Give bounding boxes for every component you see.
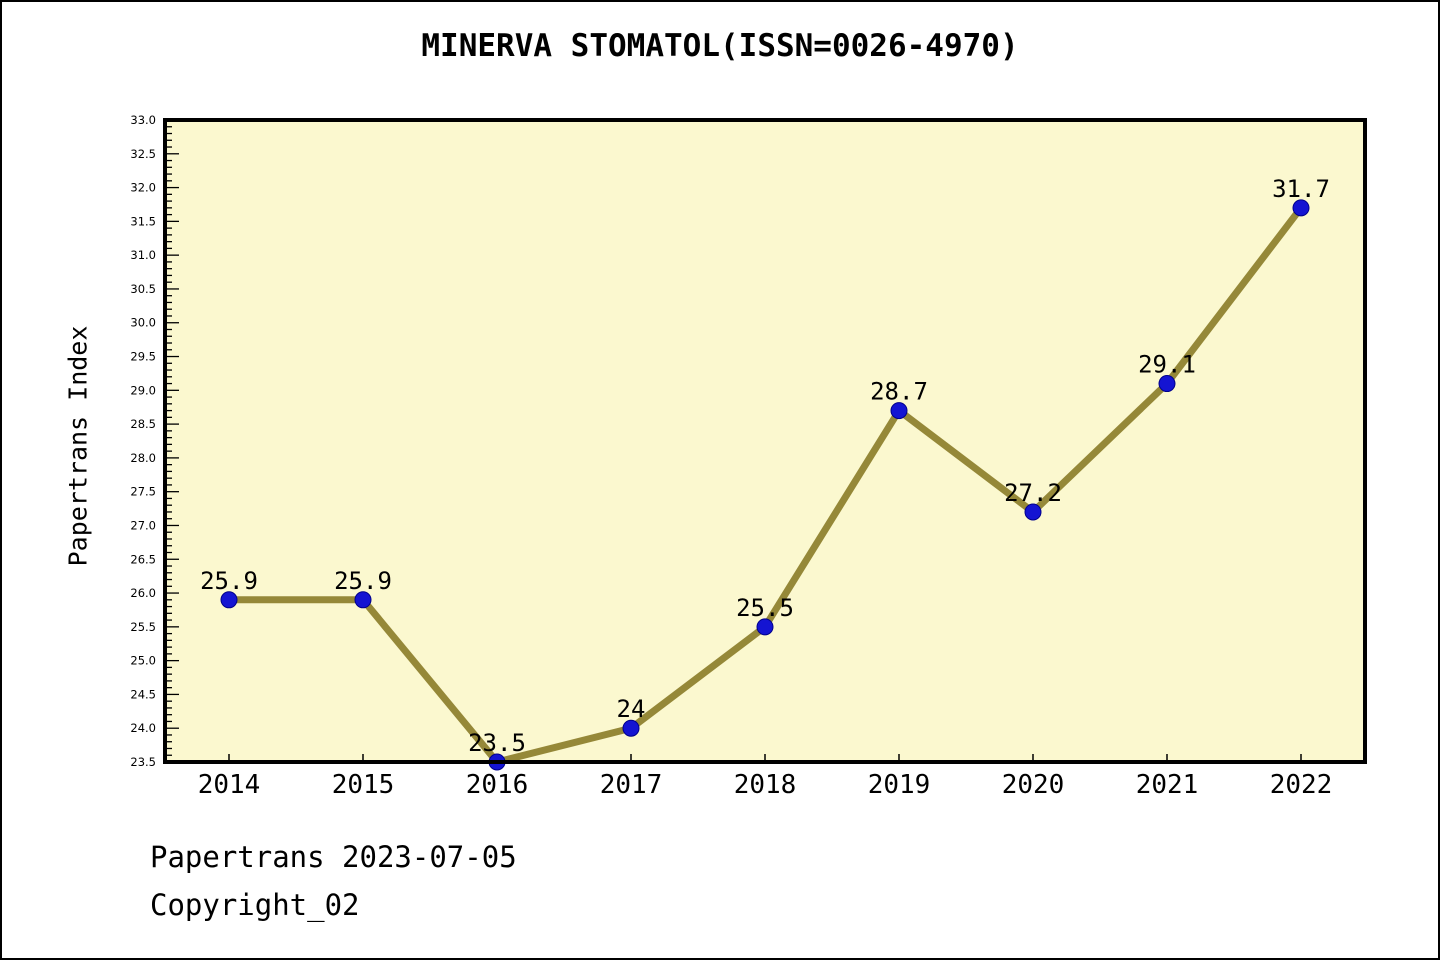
x-tick-label: 2020 [1002,770,1065,800]
data-point-label: 24 [617,695,646,723]
data-point [756,618,774,636]
y-tick-label: 27.0 [130,518,156,532]
data-point [220,591,238,609]
data-point [622,719,640,737]
y-tick-label: 30.5 [130,282,156,296]
y-tick-label: 28.5 [130,417,156,431]
y-tick-label: 30.0 [130,316,156,330]
x-tick-label: 2021 [1136,770,1199,800]
y-tick-label: 29.5 [130,350,156,364]
y-tick-label: 31.0 [130,248,156,262]
data-point-label: 25.5 [736,594,794,622]
footer-source-date: Papertrans 2023-07-05 [150,840,517,874]
data-point [1292,199,1310,217]
y-tick-label: 32.0 [130,181,156,195]
x-tick-label: 2018 [734,770,797,800]
y-tick-label: 24.0 [130,721,156,735]
x-tick-label: 2022 [1270,770,1333,800]
data-point-label: 25.9 [334,567,392,595]
plot-border [163,118,1367,764]
y-tick-label: 31.5 [130,214,156,228]
y-tick-label: 32.5 [130,147,156,161]
chart-title: MINERVA STOMATOL(ISSN=0026-4970) [421,28,1019,64]
footer-copyright: Copyright_02 [150,888,360,922]
data-point-label: 28.7 [870,378,928,406]
data-point-label: 29.1 [1138,351,1196,379]
y-tick-label: 25.0 [130,654,156,668]
data-point [1024,503,1042,521]
y-tick-label: 26.0 [130,586,156,600]
x-tick-label: 2017 [600,770,663,800]
y-tick-label: 28.0 [130,451,156,465]
y-tick-label: 24.5 [130,687,156,701]
x-tick-label: 2016 [466,770,529,800]
y-tick-label: 33.0 [130,113,156,127]
data-point [890,402,908,420]
data-point-label: 27.2 [1004,479,1062,507]
data-point-label: 23.5 [468,729,526,757]
x-tick-label: 2019 [868,770,931,800]
data-point [354,591,372,609]
y-tick-label: 29.0 [130,383,156,397]
y-tick-label: 27.5 [130,485,156,499]
y-tick-label: 26.5 [130,552,156,566]
x-tick-label: 2015 [332,770,395,800]
plot-background [165,120,1365,762]
data-point-label: 31.7 [1272,175,1330,203]
x-tick-label: 2014 [198,770,261,800]
data-point-label: 25.9 [200,567,258,595]
data-point [1158,375,1176,393]
y-tick-label: 25.5 [130,620,156,634]
y-tick-label: 23.5 [130,755,156,769]
